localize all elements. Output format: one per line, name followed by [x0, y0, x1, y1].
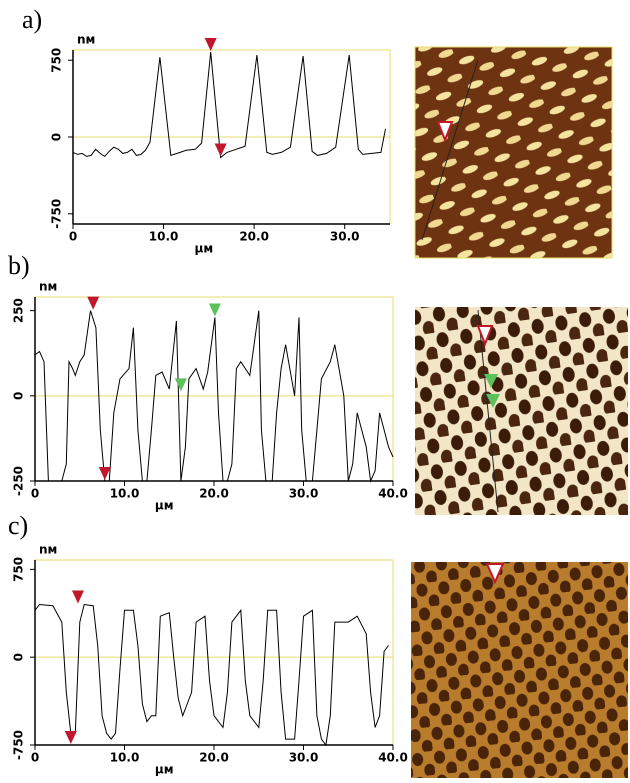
y-tick-label: -750 — [50, 199, 64, 229]
y-tick-label: 750 — [12, 557, 26, 582]
panel-label: c) — [8, 511, 28, 540]
image-marker — [484, 374, 498, 388]
x-tick-label: 20.0 — [199, 751, 229, 765]
x-tick-label: 40.0 — [378, 487, 408, 501]
panel-label: b) — [8, 251, 30, 280]
y-axis-label: nм — [39, 543, 57, 557]
x-tick-label: 0 — [31, 751, 39, 765]
y-tick-label: -250 — [12, 466, 26, 496]
x-tick-label: 0 — [69, 230, 77, 244]
afm-image — [414, 46, 613, 259]
y-tick-label: 750 — [50, 48, 64, 73]
profile-line — [34, 603, 389, 747]
afm-image — [411, 562, 628, 778]
y-tick-label: -750 — [12, 730, 26, 760]
y-axis-label: nм — [77, 33, 95, 47]
x-tick-label: 30.0 — [330, 230, 360, 244]
x-tick-label: 20.0 — [239, 230, 269, 244]
y-tick-label: 0 — [12, 653, 26, 661]
marker — [204, 38, 217, 52]
profile-line — [72, 51, 386, 159]
image-marker — [436, 121, 454, 143]
marker — [214, 143, 227, 157]
marker — [87, 296, 100, 310]
marker — [71, 590, 84, 604]
x-tick-label: 0 — [31, 487, 39, 501]
y-tick-label: 250 — [12, 298, 26, 323]
image-marker — [476, 325, 494, 347]
image-marker — [486, 394, 500, 408]
scan-line — [421, 59, 479, 241]
marker — [174, 378, 187, 392]
profile-line — [34, 310, 394, 483]
scan-line — [477, 309, 499, 513]
x-tick-label: 30.0 — [289, 487, 319, 501]
plot-frame — [34, 559, 394, 746]
x-tick-label: 10.0 — [110, 751, 140, 765]
x-tick-label: 20.0 — [199, 487, 229, 501]
panel-label: a) — [22, 5, 42, 34]
x-axis-label: μм — [155, 499, 174, 513]
x-tick-label: 40.0 — [378, 751, 408, 765]
marker — [208, 303, 221, 317]
x-axis-label: μм — [155, 763, 174, 777]
afm-image — [415, 307, 628, 515]
marker — [98, 467, 111, 480]
x-axis-label: μм — [195, 242, 214, 256]
x-tick-label: 30.0 — [289, 751, 319, 765]
y-axis-label: nм — [39, 280, 57, 294]
y-tick-label: 0 — [12, 392, 26, 400]
y-tick-label: 0 — [50, 133, 64, 141]
x-tick-label: 10.0 — [149, 230, 179, 244]
marker — [64, 731, 77, 744]
image-marker — [485, 563, 505, 585]
x-tick-label: 10.0 — [110, 487, 140, 501]
